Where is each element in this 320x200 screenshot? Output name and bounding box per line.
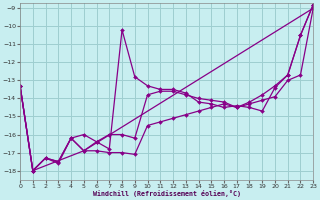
X-axis label: Windchill (Refroidissement éolien,°C): Windchill (Refroidissement éolien,°C) [93, 190, 241, 197]
